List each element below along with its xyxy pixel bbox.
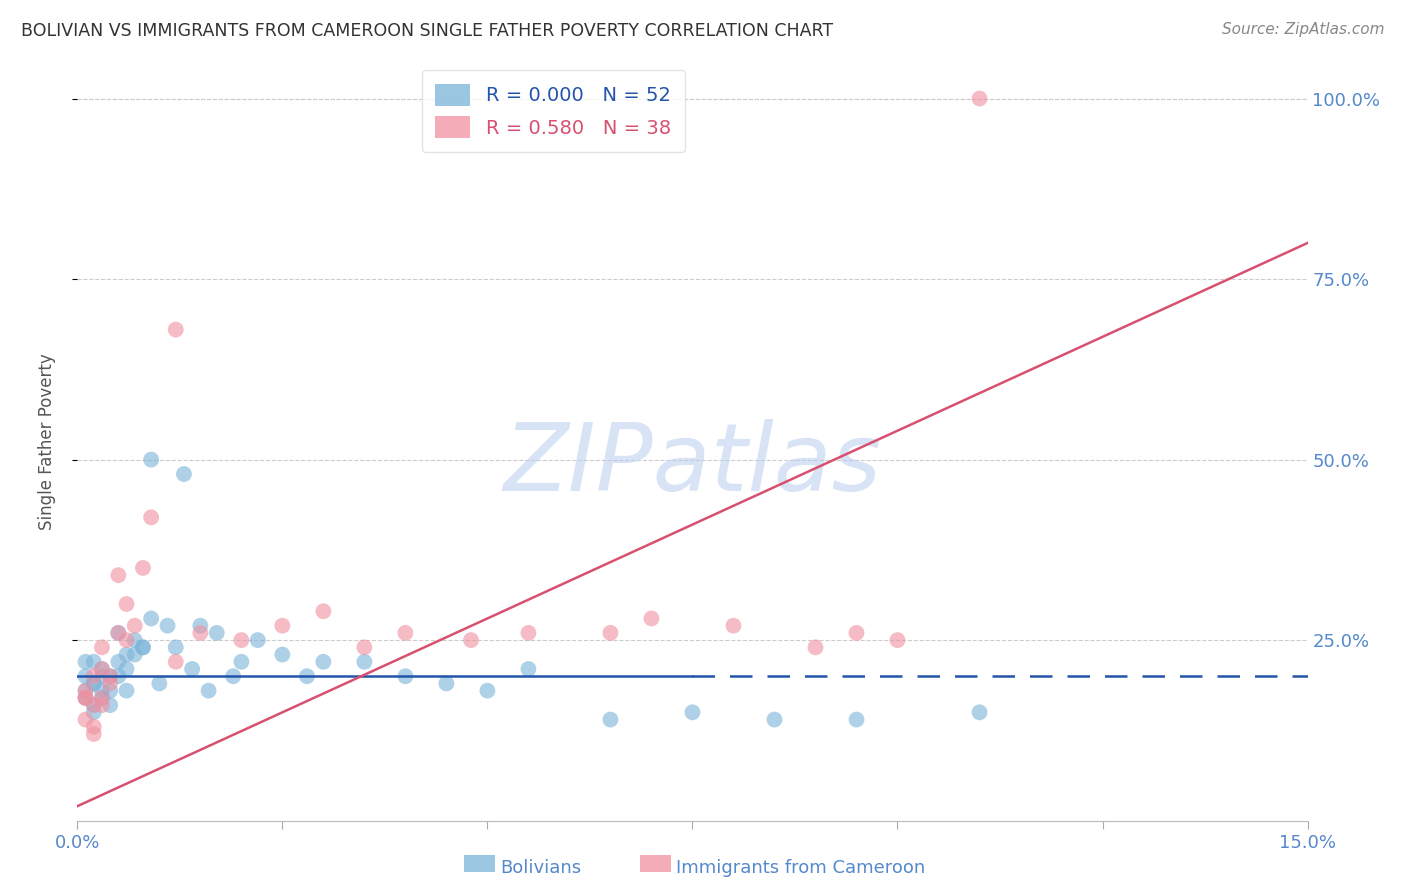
Point — [517, 626, 540, 640]
Point — [83, 706, 105, 720]
Point — [75, 683, 97, 698]
Point — [107, 669, 129, 683]
Point — [75, 669, 97, 683]
Point — [90, 669, 114, 683]
Point — [312, 604, 335, 618]
Point — [969, 706, 991, 720]
Point — [845, 626, 868, 640]
Point — [682, 706, 704, 720]
Text: Bolivians: Bolivians — [501, 859, 582, 877]
Point — [107, 626, 129, 640]
Point — [90, 683, 114, 698]
Point — [205, 626, 228, 640]
Point — [124, 618, 146, 632]
Point — [599, 626, 621, 640]
Point — [436, 676, 458, 690]
Point — [173, 467, 195, 481]
Point — [83, 655, 105, 669]
Point — [394, 669, 416, 683]
Point — [640, 611, 662, 625]
Point — [599, 713, 621, 727]
Point — [723, 618, 745, 632]
Point — [477, 683, 499, 698]
Point — [124, 648, 146, 662]
Point — [75, 690, 97, 705]
Point — [763, 713, 786, 727]
Text: Immigrants from Cameroon: Immigrants from Cameroon — [676, 859, 925, 877]
Point — [165, 655, 187, 669]
Point — [804, 640, 827, 655]
Point — [90, 662, 114, 676]
Point — [188, 626, 212, 640]
Point — [83, 698, 105, 712]
Text: Source: ZipAtlas.com: Source: ZipAtlas.com — [1222, 22, 1385, 37]
Point — [115, 662, 138, 676]
Point — [90, 640, 114, 655]
Point — [98, 669, 121, 683]
Point — [98, 698, 121, 712]
Point — [460, 633, 482, 648]
Point — [115, 648, 138, 662]
Point — [312, 655, 335, 669]
Point — [394, 626, 416, 640]
Point — [83, 669, 105, 683]
Point — [83, 727, 105, 741]
Point — [83, 676, 105, 690]
Point — [181, 662, 204, 676]
Point — [90, 662, 114, 676]
Text: ZIPatlas: ZIPatlas — [503, 418, 882, 510]
Point — [222, 669, 245, 683]
Point — [969, 91, 991, 105]
Point — [83, 720, 105, 734]
Point — [107, 568, 129, 582]
Point — [107, 626, 129, 640]
Legend: R = 0.000   N = 52, R = 0.580   N = 38: R = 0.000 N = 52, R = 0.580 N = 38 — [422, 70, 685, 152]
Point — [271, 648, 294, 662]
Y-axis label: Single Father Poverty: Single Father Poverty — [38, 353, 56, 530]
Point — [165, 323, 187, 337]
Point — [115, 633, 138, 648]
Point — [132, 640, 155, 655]
Point — [107, 655, 129, 669]
Point — [132, 640, 155, 655]
Point — [75, 713, 97, 727]
Point — [231, 633, 253, 648]
Point — [98, 676, 121, 690]
Point — [83, 698, 105, 712]
Point — [75, 690, 97, 705]
Point — [165, 640, 187, 655]
Point — [188, 618, 212, 632]
Point — [75, 655, 97, 669]
Point — [246, 633, 269, 648]
Point — [353, 655, 375, 669]
Point — [75, 690, 97, 705]
Point — [90, 690, 114, 705]
Point — [845, 713, 868, 727]
Text: BOLIVIAN VS IMMIGRANTS FROM CAMEROON SINGLE FATHER POVERTY CORRELATION CHART: BOLIVIAN VS IMMIGRANTS FROM CAMEROON SIN… — [21, 22, 834, 40]
Point — [141, 510, 163, 524]
Point — [295, 669, 318, 683]
Point — [271, 618, 294, 632]
Point — [115, 597, 138, 611]
Point — [141, 611, 163, 625]
Point — [148, 676, 170, 690]
Point — [124, 633, 146, 648]
Point — [75, 683, 97, 698]
Point — [886, 633, 908, 648]
Point — [90, 690, 114, 705]
Point — [90, 698, 114, 712]
Point — [517, 662, 540, 676]
Point — [156, 618, 179, 632]
Point — [98, 683, 121, 698]
Point — [141, 452, 163, 467]
Point — [98, 669, 121, 683]
Point — [115, 683, 138, 698]
Point — [231, 655, 253, 669]
Point — [353, 640, 375, 655]
Point — [197, 683, 219, 698]
Point — [83, 676, 105, 690]
Point — [132, 561, 155, 575]
